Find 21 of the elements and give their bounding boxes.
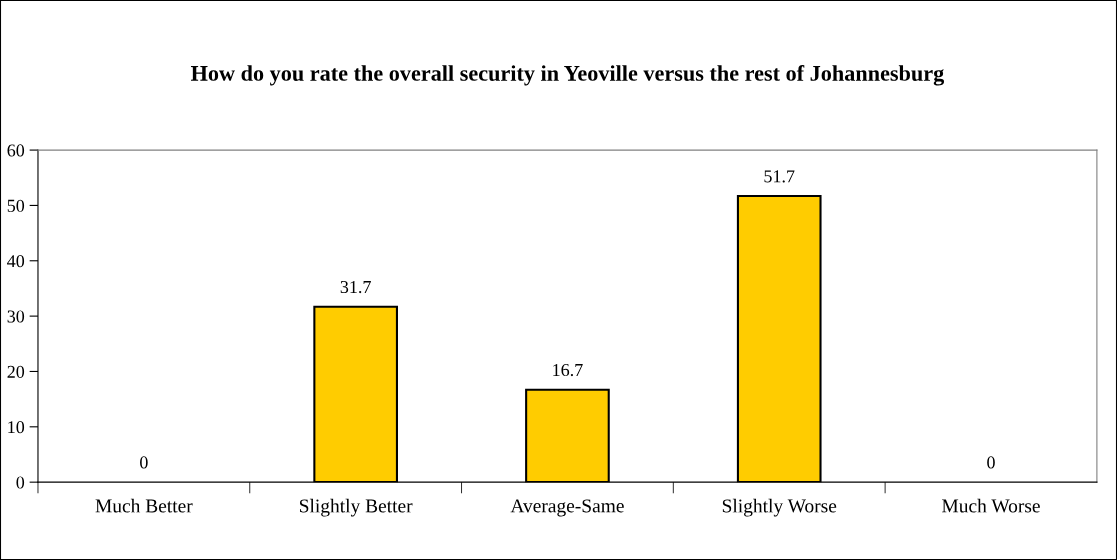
data-label: 0	[987, 456, 995, 469]
x-tick-label: Average-Same	[510, 499, 624, 517]
y-tick-label: 0	[16, 476, 25, 489]
bar	[313, 305, 398, 483]
y-tick-label: 20	[7, 365, 25, 378]
y-tick-label: 50	[7, 199, 25, 212]
data-label: 51.7	[764, 170, 795, 183]
y-tick-label: 40	[7, 255, 25, 268]
bar	[525, 388, 610, 483]
x-tick-label: Slightly Better	[299, 498, 413, 517]
x-tick-label: Much Better	[95, 498, 193, 513]
chart-title: How do you rate the overall security in Yeoville versus the rest of Johannesburg	[190, 64, 945, 86]
y-tick-label: 30	[7, 310, 25, 323]
y-tick-label: 60	[7, 144, 25, 157]
x-tick-label: Much Worse	[942, 498, 1040, 513]
data-label: 16.7	[553, 363, 583, 377]
data-label: 31.7	[340, 280, 371, 294]
bar	[736, 194, 822, 483]
x-tick-label: Slightly Worse	[722, 498, 837, 517]
data-label: 0	[140, 456, 148, 469]
y-tick-label: 10	[8, 421, 25, 434]
